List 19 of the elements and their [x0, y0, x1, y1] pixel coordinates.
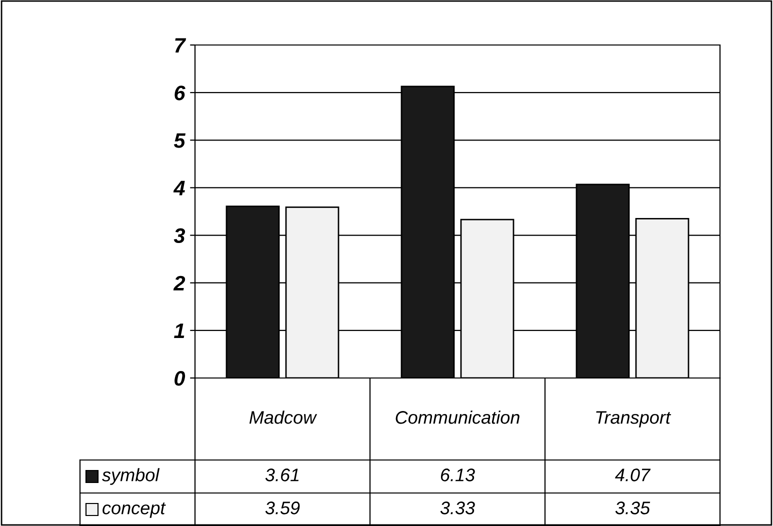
y-tick-label: 3 [174, 228, 186, 244]
data-label: 4.07 [615, 468, 651, 482]
y-tick-label: 2 [173, 276, 186, 290]
x-tick-label: Madcow [249, 410, 318, 424]
y-tick-label: 1 [174, 324, 184, 338]
legend-label: concept [102, 502, 166, 518]
data-label: 3.35 [615, 502, 650, 514]
legend-label: symbol [102, 468, 160, 485]
data-label: 3.61 [265, 468, 299, 482]
y-tick-label: 6 [174, 86, 186, 100]
y-tick-label: 5 [174, 133, 186, 148]
x-tick-label: Communication [396, 410, 520, 424]
y-tick-label: 7 [175, 38, 186, 53]
data-label: 6.13 [440, 468, 475, 482]
y-tick-label: 0 [174, 371, 186, 386]
data-label: 3.33 [440, 502, 475, 514]
data-label: 3.59 [265, 502, 300, 514]
x-tick-label: Transport [596, 411, 672, 428]
y-tick-label: 4 [173, 180, 185, 196]
